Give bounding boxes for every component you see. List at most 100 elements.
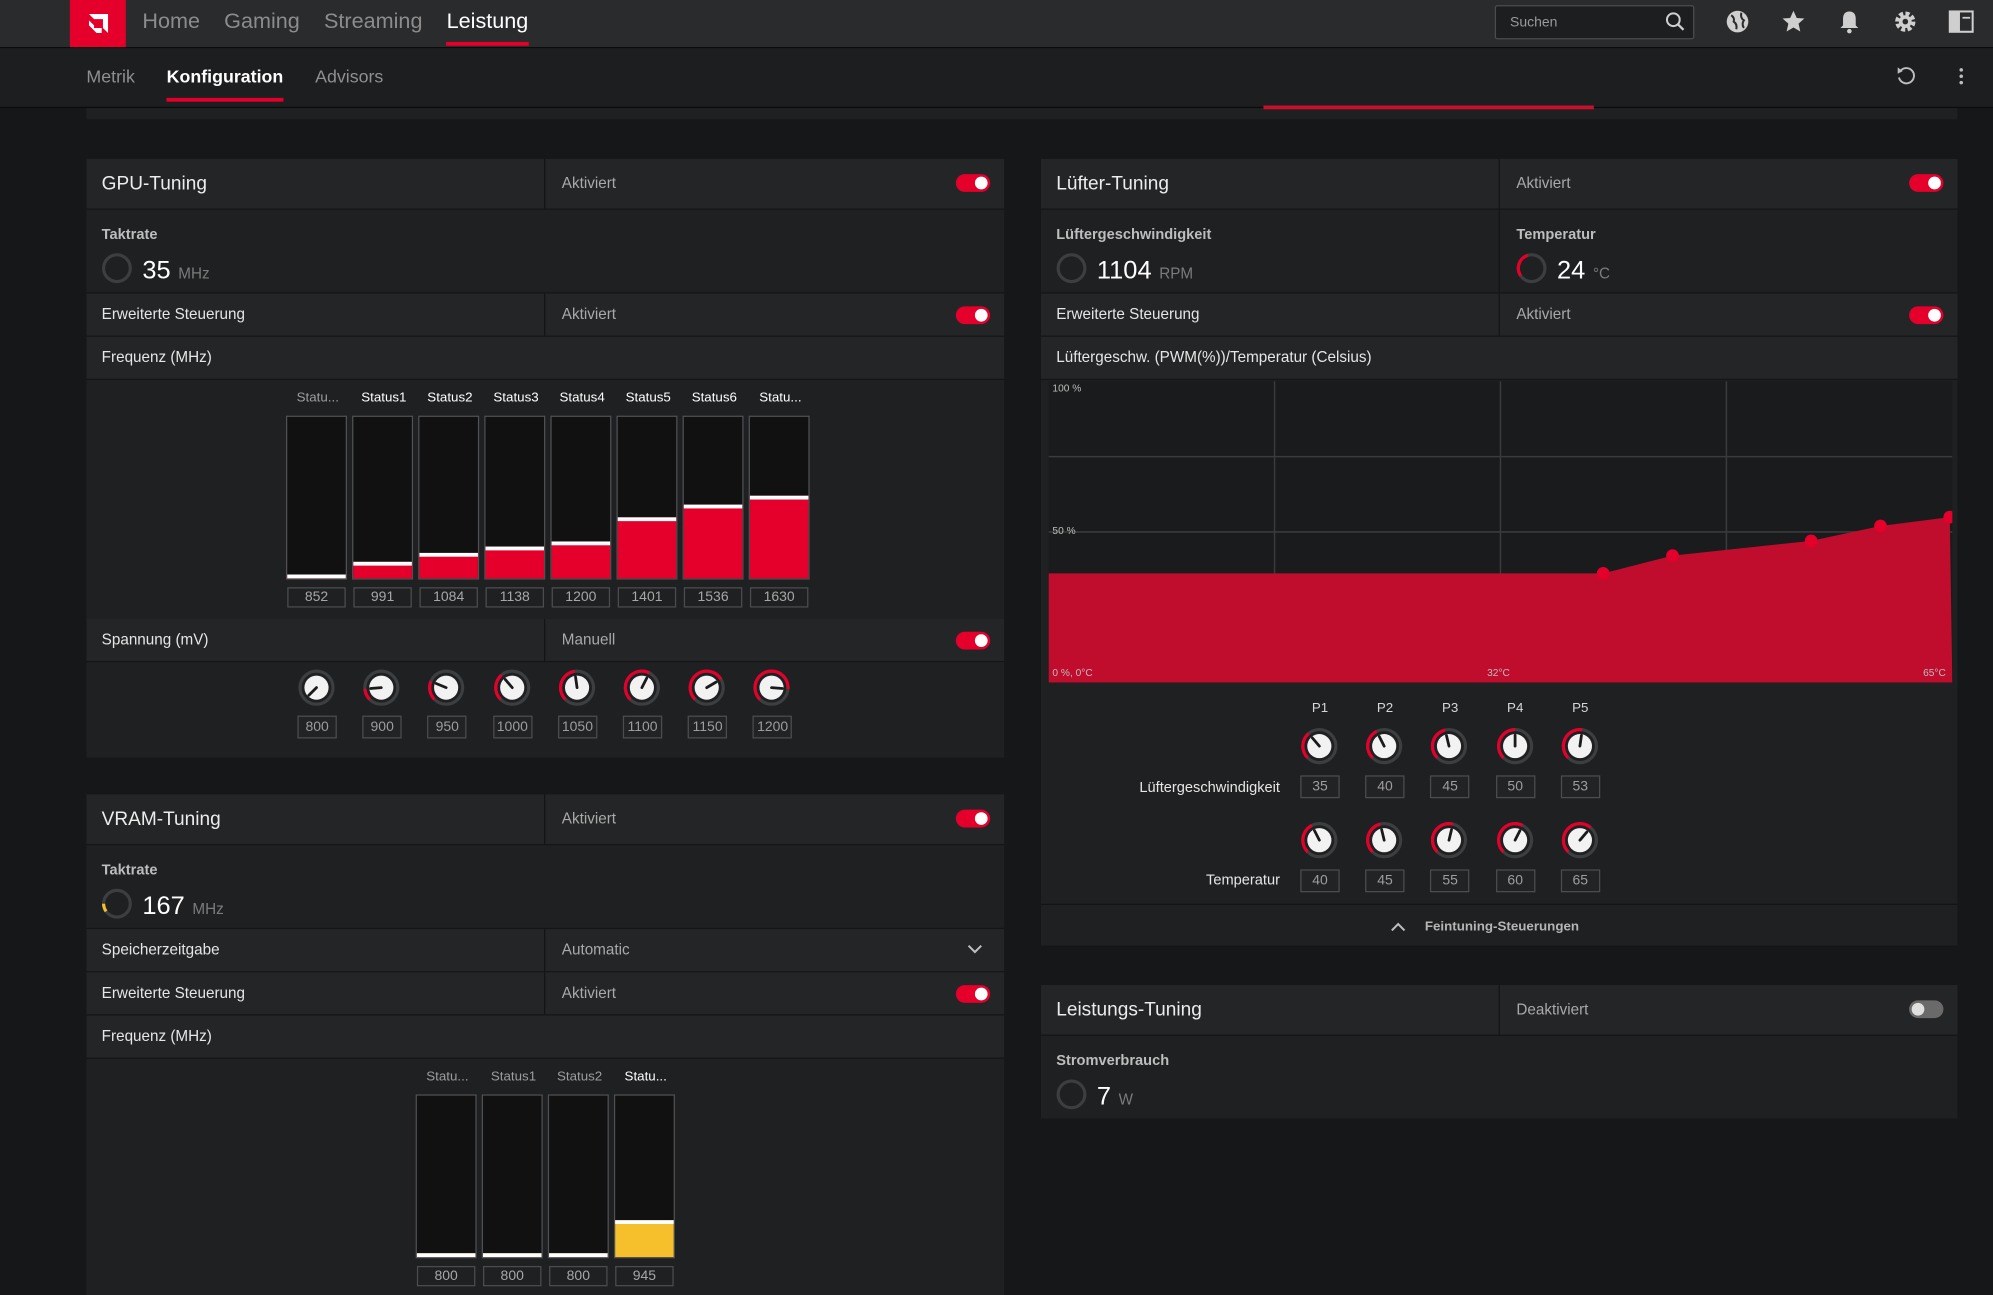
fan-tuning-panel: Lüfter-Tuning Aktiviert Lüftergeschwindi…: [1040, 158, 1958, 947]
fan-speed-input[interactable]: 53: [1560, 775, 1600, 799]
frequency-value-input[interactable]: 800: [482, 1265, 542, 1287]
voltage-knob[interactable]: [428, 669, 466, 707]
fine-tune-label[interactable]: Feintuning-Steuerungen: [1424, 918, 1580, 935]
fan-speed-input[interactable]: 50: [1495, 775, 1535, 799]
more-vertical-icon[interactable]: [1956, 66, 1966, 93]
voltage-knob[interactable]: [362, 669, 400, 707]
fan-speed-input[interactable]: 40: [1365, 775, 1405, 799]
voltage-knob[interactable]: [297, 669, 335, 707]
sub-tab-1[interactable]: Konfiguration: [166, 48, 283, 104]
frequency-value-input[interactable]: 1138: [485, 587, 545, 608]
frequency-value-input[interactable]: 991: [353, 587, 412, 608]
frequency-state-bar[interactable]: [418, 415, 480, 580]
frequency-value-input[interactable]: 852: [287, 587, 346, 608]
fan-temp-knob[interactable]: [1365, 821, 1403, 859]
nav-tab-0[interactable]: Home: [142, 8, 201, 34]
globe-icon[interactable]: [1724, 8, 1752, 36]
voltage-value-input[interactable]: 1150: [687, 715, 728, 739]
fan-temp-knob[interactable]: [1496, 821, 1534, 859]
fan-curve-chart[interactable]: 100 % 50 % 0 %, 0°C 32°C 65°C: [1048, 381, 1957, 683]
sub-tab-2[interactable]: Advisors: [315, 66, 384, 87]
frequency-state-bar[interactable]: [352, 415, 414, 580]
fan-speed-knob[interactable]: [1365, 727, 1403, 765]
frequency-value-input[interactable]: 800: [416, 1265, 476, 1287]
vram-tuning-toggle[interactable]: [955, 809, 991, 828]
gear-icon[interactable]: [1891, 8, 1919, 36]
voltage-knob[interactable]: [493, 669, 531, 707]
fan-temp-input[interactable]: 60: [1495, 869, 1535, 893]
sub-tab-0[interactable]: Metrik: [86, 66, 135, 87]
temperature-metric: 24 °C: [1516, 248, 1610, 286]
nav-tab-2[interactable]: Streaming: [323, 8, 423, 34]
fan-temp-input[interactable]: 40: [1300, 869, 1340, 893]
frequency-state-bar[interactable]: [481, 1094, 543, 1259]
fan-speed-knob[interactable]: [1496, 727, 1534, 765]
status-text: Aktiviert: [561, 809, 617, 828]
fan-temp-input[interactable]: 55: [1430, 869, 1470, 893]
chevron-up-icon[interactable]: [1391, 922, 1406, 932]
frequency-state-bar[interactable]: [484, 415, 546, 580]
voltage-knob[interactable]: [558, 669, 596, 707]
fan-speed-knob[interactable]: [1561, 727, 1599, 765]
voltage-value-input[interactable]: 950: [427, 715, 467, 739]
search-box[interactable]: [1494, 5, 1695, 40]
fan-temp-input[interactable]: 45: [1365, 869, 1405, 893]
knob-arc: [1301, 732, 1310, 759]
frequency-value-input[interactable]: 1200: [551, 587, 611, 608]
frequency-value-input[interactable]: 1630: [749, 587, 809, 608]
frequency-state-bar[interactable]: [613, 1094, 675, 1259]
frequency-state-bar[interactable]: [547, 1094, 609, 1259]
gpu-tuning-toggle[interactable]: [955, 174, 991, 192]
fan-temp-knob[interactable]: [1430, 821, 1468, 859]
amd-logo-icon[interactable]: [69, 0, 126, 48]
memory-timing-row[interactable]: Speicherzeitgabe Automatic: [86, 929, 1005, 973]
frequency-value-input[interactable]: 945: [615, 1265, 674, 1287]
voltage-value-input[interactable]: 1000: [492, 715, 533, 739]
voltage-knob[interactable]: [753, 669, 791, 707]
voltage-value-input[interactable]: 1050: [557, 715, 598, 739]
frequency-value-input[interactable]: 800: [549, 1265, 608, 1287]
frequency-state-bar[interactable]: [550, 415, 612, 580]
gpu-advanced-toggle[interactable]: [955, 306, 991, 325]
nav-tab-1[interactable]: Gaming: [224, 8, 300, 34]
nav-tab-3[interactable]: Leistung: [446, 0, 529, 48]
search-icon[interactable]: [1665, 11, 1685, 38]
fan-tuning-toggle[interactable]: [1909, 174, 1944, 192]
gpu-voltage-toggle[interactable]: [955, 631, 991, 650]
frequency-state-bar[interactable]: [748, 415, 810, 580]
voltage-knob[interactable]: [688, 669, 726, 707]
fine-tune-row[interactable]: Feintuning-Steuerungen: [1040, 903, 1958, 947]
metric-value: 167: [142, 892, 185, 921]
frequency-value-input[interactable]: 1536: [683, 587, 743, 608]
reset-icon[interactable]: [1895, 66, 1915, 93]
power-tuning-toggle[interactable]: [1909, 1000, 1944, 1019]
fan-speed-input[interactable]: 35: [1300, 775, 1340, 799]
star-icon[interactable]: [1779, 8, 1807, 36]
frequency-state-bar[interactable]: [616, 415, 678, 580]
voltage-value-input[interactable]: 900: [362, 715, 402, 739]
voltage-value-input[interactable]: 1100: [622, 715, 663, 739]
fan-temp-input[interactable]: 65: [1560, 869, 1600, 893]
frequency-state-bar[interactable]: [682, 415, 744, 580]
voltage-value-input[interactable]: 1200: [752, 715, 793, 739]
chevron-down-icon[interactable]: [967, 944, 982, 954]
memory-timing-select[interactable]: Automatic: [561, 940, 630, 959]
state-label: Status6: [691, 390, 737, 406]
fan-speed-input[interactable]: 45: [1430, 775, 1470, 799]
sidebar-toggle-icon[interactable]: [1947, 8, 1975, 36]
fan-speed-knob[interactable]: [1300, 727, 1338, 765]
fan-speed-knob[interactable]: [1430, 727, 1468, 765]
frequency-state-bar[interactable]: [415, 1094, 477, 1259]
bell-icon[interactable]: [1835, 8, 1863, 36]
vram-advanced-toggle[interactable]: [955, 985, 991, 1003]
voltage-knob[interactable]: [623, 669, 661, 707]
frequency-state-bar[interactable]: [285, 415, 347, 580]
search-input[interactable]: [1496, 6, 1659, 39]
voltage-value-input[interactable]: 800: [297, 715, 337, 739]
fan-curve-svg[interactable]: [1048, 381, 1957, 683]
fan-temp-knob[interactable]: [1561, 821, 1599, 859]
frequency-value-input[interactable]: 1401: [617, 587, 677, 608]
fan-temp-knob[interactable]: [1300, 821, 1338, 859]
fan-advanced-toggle[interactable]: [1909, 306, 1944, 325]
frequency-value-input[interactable]: 1084: [419, 587, 478, 608]
